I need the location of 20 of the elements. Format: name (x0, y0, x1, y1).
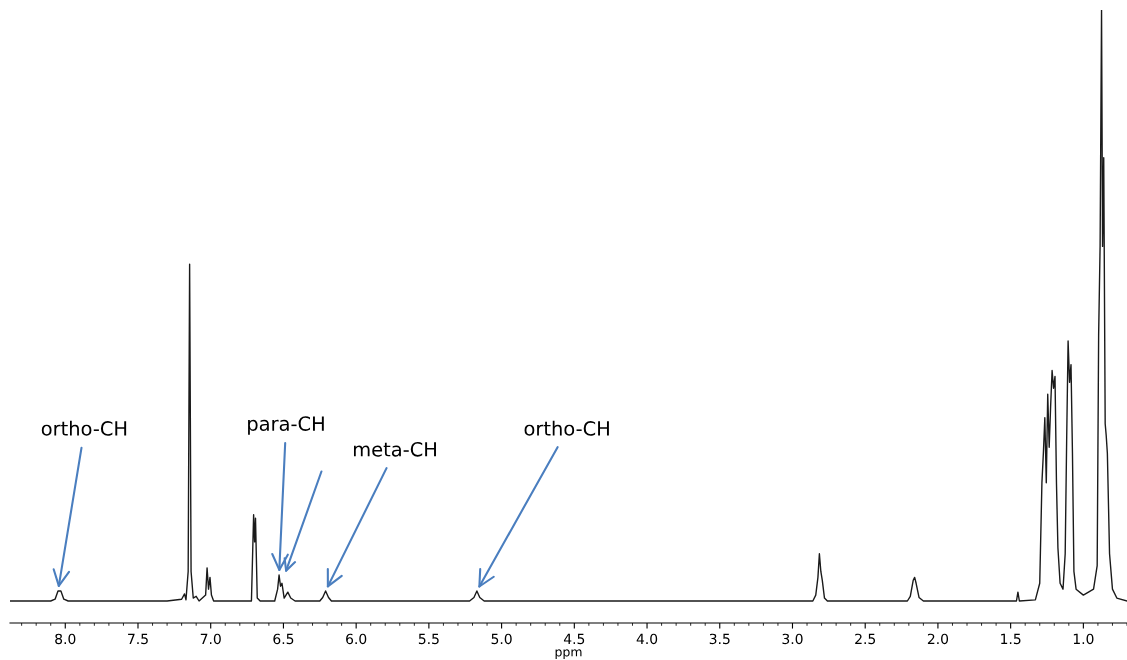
annotation: meta-CH (353, 441, 436, 457)
x-tick-label: 7.0 (200, 633, 221, 645)
x-tick-label: 4.5 (563, 633, 585, 645)
x-tick-label: 7.5 (128, 633, 148, 645)
annotation: ortho-CH (524, 420, 609, 436)
annotation: ortho-CH (41, 420, 127, 436)
x-tick-label: 2.5 (855, 633, 876, 645)
x-tick-label: 6.5 (273, 633, 294, 645)
x-tick-label: 6.0 (346, 633, 367, 645)
x-tick-label: 1.0 (1073, 633, 1094, 645)
x-tick-label: 1.5 (1001, 633, 1021, 645)
x-tick-label: 8.0 (55, 633, 76, 645)
x-tick-label: 3.5 (709, 633, 730, 645)
x-tick-label: 5.0 (491, 633, 512, 645)
x-tick-label: 5.5 (418, 633, 439, 645)
x-tick-label: 3.0 (782, 633, 803, 645)
x-axis-title: ppm (555, 649, 582, 659)
x-tick-label: 2.0 (927, 633, 949, 645)
x-tick-label: 4.0 (636, 633, 658, 645)
annotation: para-CH (248, 416, 324, 435)
